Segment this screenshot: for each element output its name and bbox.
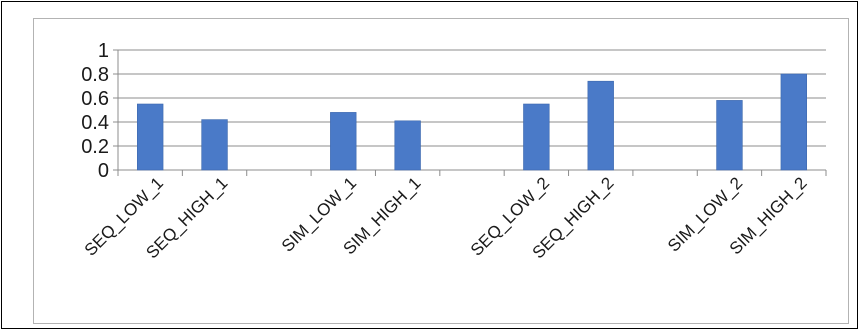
bar-sim-low-2 bbox=[716, 100, 743, 171]
y-tick-label-1: 0.2 bbox=[81, 136, 109, 158]
y-tick-label-3: 0.6 bbox=[81, 88, 109, 110]
y-tick-labels: 00.20.40.60.81 bbox=[81, 40, 109, 182]
gridlines bbox=[118, 49, 826, 147]
bar-seq-low-2 bbox=[523, 103, 550, 171]
bar-seq-high-1 bbox=[201, 119, 228, 171]
bar-sim-low-1 bbox=[330, 112, 357, 171]
y-tick-label-0: 0 bbox=[98, 160, 109, 182]
bars bbox=[137, 73, 807, 171]
y-tick-label-2: 0.4 bbox=[81, 112, 109, 134]
bar-sim-high-2 bbox=[780, 73, 807, 171]
x-tick-marks bbox=[117, 170, 827, 176]
y-tick-label-5: 1 bbox=[98, 40, 109, 62]
chart-area-border bbox=[33, 18, 849, 324]
axes bbox=[113, 49, 826, 171]
bar-seq-low-1 bbox=[137, 103, 164, 171]
bar-seq-high-2 bbox=[587, 80, 614, 171]
y-tick-label-4: 0.8 bbox=[81, 64, 109, 86]
bar-sim-high-1 bbox=[394, 120, 421, 171]
